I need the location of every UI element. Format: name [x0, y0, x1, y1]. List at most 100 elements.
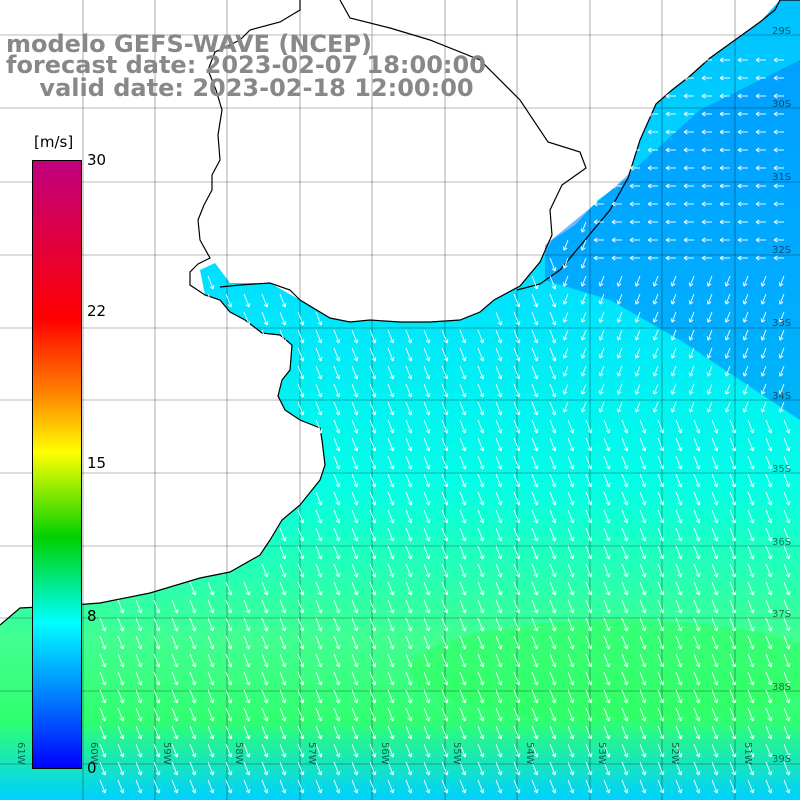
wind-arrow	[333, 635, 341, 650]
wind-arrow	[423, 545, 431, 560]
wind-arrow	[405, 581, 413, 596]
wind-arrow	[616, 293, 623, 305]
wind-arrow	[405, 779, 413, 794]
wind-arrow	[688, 311, 695, 323]
wind-arrow	[783, 779, 791, 794]
wind-arrow	[315, 581, 323, 596]
wind-arrow	[598, 347, 605, 359]
wind-arrow	[647, 147, 658, 153]
wind-arrow	[459, 689, 467, 704]
wind-arrow	[333, 365, 341, 380]
wind-arrow	[495, 563, 503, 578]
wind-arrow	[405, 527, 413, 542]
wind-arrow	[135, 725, 143, 740]
wind-arrow	[755, 183, 766, 189]
wind-arrow	[423, 671, 431, 686]
wind-arrow	[783, 545, 791, 560]
wind-arrow	[724, 329, 731, 341]
wind-arrow	[279, 293, 287, 308]
wind-arrow	[387, 437, 395, 452]
wind-arrow	[765, 581, 773, 596]
wind-arrow	[693, 527, 701, 542]
wind-arrow	[729, 455, 737, 470]
lat-label: 32S	[772, 245, 791, 256]
wind-arrow	[333, 437, 341, 452]
wind-arrow	[99, 761, 107, 776]
wind-arrow	[657, 599, 665, 614]
wind-arrow	[117, 743, 125, 758]
wind-arrow	[711, 779, 719, 794]
wind-arrow	[639, 779, 647, 794]
wind-arrow	[189, 761, 197, 776]
wind-arrow	[719, 183, 730, 189]
wind-arrow	[634, 311, 641, 323]
wind-arrow	[297, 329, 305, 344]
wind-arrow	[477, 599, 485, 614]
wind-arrow	[639, 509, 647, 524]
wind-arrow	[657, 509, 665, 524]
wind-arrow	[585, 761, 593, 776]
wind-arrow	[701, 201, 712, 207]
wind-arrow	[701, 255, 712, 261]
wind-arrow	[585, 689, 593, 704]
wind-arrow	[747, 437, 755, 452]
wind-arrow	[459, 383, 467, 398]
wind-arrow	[261, 617, 269, 632]
wind-arrow	[657, 779, 665, 794]
wind-arrow	[675, 473, 683, 488]
wind-arrow	[675, 653, 683, 668]
wind-arrow	[693, 761, 701, 776]
wind-arrow	[387, 347, 395, 362]
wind-arrow	[783, 473, 791, 488]
lon-label: 57W	[306, 742, 317, 765]
wind-arrow	[351, 437, 359, 452]
wind-arrow	[639, 419, 647, 434]
wind-arrow	[531, 365, 539, 380]
wind-arrow	[760, 293, 767, 305]
wind-arrow	[783, 581, 791, 596]
wind-arrow	[549, 275, 557, 290]
wind-arrow	[603, 725, 611, 740]
wind-arrow	[693, 671, 701, 686]
wind-arrow	[755, 75, 766, 81]
wind-arrow	[783, 743, 791, 758]
wind-arrow	[351, 347, 359, 362]
wind-arrow	[562, 365, 569, 377]
wind-arrow	[495, 419, 503, 434]
wind-arrow	[562, 347, 569, 359]
wind-arrow	[333, 563, 341, 578]
coastline-west	[0, 0, 326, 626]
wind-arrow	[477, 401, 485, 416]
wind-arrow	[765, 509, 773, 524]
wind-arrow	[135, 671, 143, 686]
wind-arrow	[261, 329, 269, 344]
wind-arrow	[423, 653, 431, 668]
wind-arrow	[477, 383, 485, 398]
wind-arrow	[135, 761, 143, 776]
wind-arrow	[652, 275, 659, 287]
wind-arrow	[261, 743, 269, 758]
wind-arrow	[729, 671, 737, 686]
wind-arrow	[549, 455, 557, 470]
wind-arrow	[423, 365, 431, 380]
wind-arrow	[297, 743, 305, 758]
wind-arrow	[189, 653, 197, 668]
wind-arrow	[670, 401, 677, 413]
wind-arrow	[477, 509, 485, 524]
wind-arrow	[621, 725, 629, 740]
wind-arrow	[333, 653, 341, 668]
wind-arrow	[742, 329, 749, 341]
wind-arrow	[171, 743, 179, 758]
wind-arrow	[99, 635, 107, 650]
wind-arrow	[724, 383, 731, 395]
wind-arrow	[621, 563, 629, 578]
wind-arrow	[567, 725, 575, 740]
wind-arrow	[747, 635, 755, 650]
lon-label: 54W	[524, 742, 535, 765]
wind-arrow	[747, 581, 755, 596]
wind-arrow	[423, 329, 431, 344]
wind-arrow	[701, 165, 712, 171]
wind-arrow	[261, 671, 269, 686]
wind-arrow	[459, 329, 467, 344]
wind-arrow	[688, 275, 695, 287]
